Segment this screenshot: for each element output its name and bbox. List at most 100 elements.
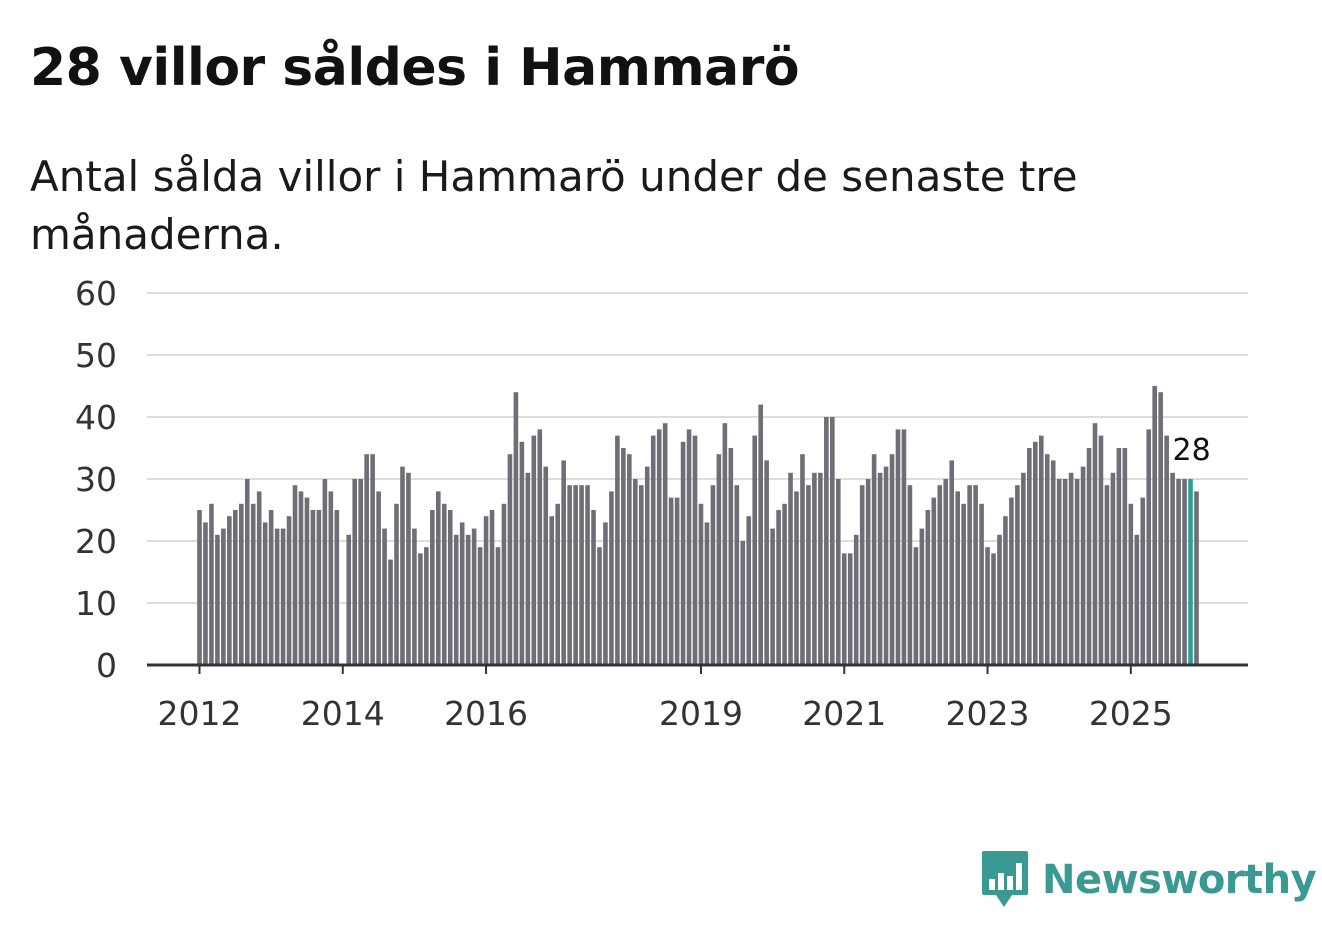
bar [197,510,202,665]
bar [585,485,590,665]
bar [925,510,931,665]
bar [764,460,769,665]
y-tick-label: 20 [75,522,117,561]
bar [668,497,674,665]
bar [364,454,369,665]
bar [794,491,799,665]
bar [1104,485,1110,665]
bar [358,479,363,665]
bar [943,479,949,665]
bar [555,503,560,665]
bar [633,479,638,665]
bar [1122,448,1128,665]
bar [1080,466,1086,665]
bar [316,510,322,665]
bar [268,510,274,665]
bar [674,497,680,665]
bar [889,454,895,665]
bar [221,528,226,665]
bar [1128,503,1134,665]
bar [328,491,334,665]
bar [1056,479,1062,665]
bar [979,503,984,665]
y-tick-label: 40 [75,398,117,437]
bar [1170,472,1175,665]
x-tick-label: 2023 [946,694,1030,733]
bar [662,423,668,665]
bar [501,503,507,665]
bar [465,534,471,665]
bar [961,503,966,665]
bar [722,423,728,665]
bar [806,485,811,665]
bar [424,547,429,665]
bar [483,516,489,665]
bar [1098,435,1104,665]
bar [1158,392,1163,665]
bar [949,460,955,665]
bar [716,454,722,665]
bar [853,534,859,665]
x-axis [147,663,1248,674]
bar [394,503,399,665]
bar [1009,497,1014,665]
bar [292,485,298,665]
bar [1140,497,1146,665]
bar [656,429,662,665]
bar [901,429,907,665]
bar [1003,516,1008,665]
bar [459,522,465,665]
bar [274,528,280,665]
bar [1092,423,1098,665]
bar [298,491,304,665]
bar [609,491,614,665]
annotations: 28 [1173,433,1211,468]
bar [997,534,1002,665]
y-tick-label: 60 [75,274,117,313]
bar [698,503,704,665]
bar [322,479,328,665]
bar [591,510,596,665]
bar [710,485,716,665]
bar [973,485,978,665]
chart-title: 28 villor såldes i Hammarö [30,38,800,98]
bar [513,392,519,665]
bar [824,417,829,665]
bar [579,485,584,665]
bar [1146,429,1152,665]
bar [406,472,411,665]
bar [967,485,972,665]
bar [638,485,644,665]
bar [573,485,578,665]
x-tick-label: 2012 [158,694,242,733]
bar [561,460,566,665]
bar [352,479,358,665]
bar [495,547,501,665]
bar [215,534,220,665]
bar [447,510,453,665]
bar [877,472,883,665]
x-tick-label: 2019 [659,694,743,733]
bar [830,417,835,665]
bar [776,510,781,665]
newsworthy-logo: Newsworthy [980,848,1317,912]
bar [1021,472,1026,665]
y-axis-labels: 0 10 20 30 40 50 60 [75,274,117,685]
bar [1068,472,1074,665]
bar [1033,441,1038,665]
bar [525,472,531,665]
bar [597,547,602,665]
x-axis-labels: 2012 2014 2016 2019 2021 2023 2025 [158,694,1173,733]
bar [937,485,943,665]
bar [907,485,913,665]
bar [418,553,423,665]
bar [1074,479,1080,665]
bar-chart-speech-bubble-icon [982,851,1028,907]
bar [686,429,692,665]
bar [471,528,477,665]
bar [1044,454,1050,665]
bar [453,534,459,665]
x-tick-label: 2016 [444,694,528,733]
x-tick-label: 2014 [301,694,385,733]
bar [919,528,925,665]
